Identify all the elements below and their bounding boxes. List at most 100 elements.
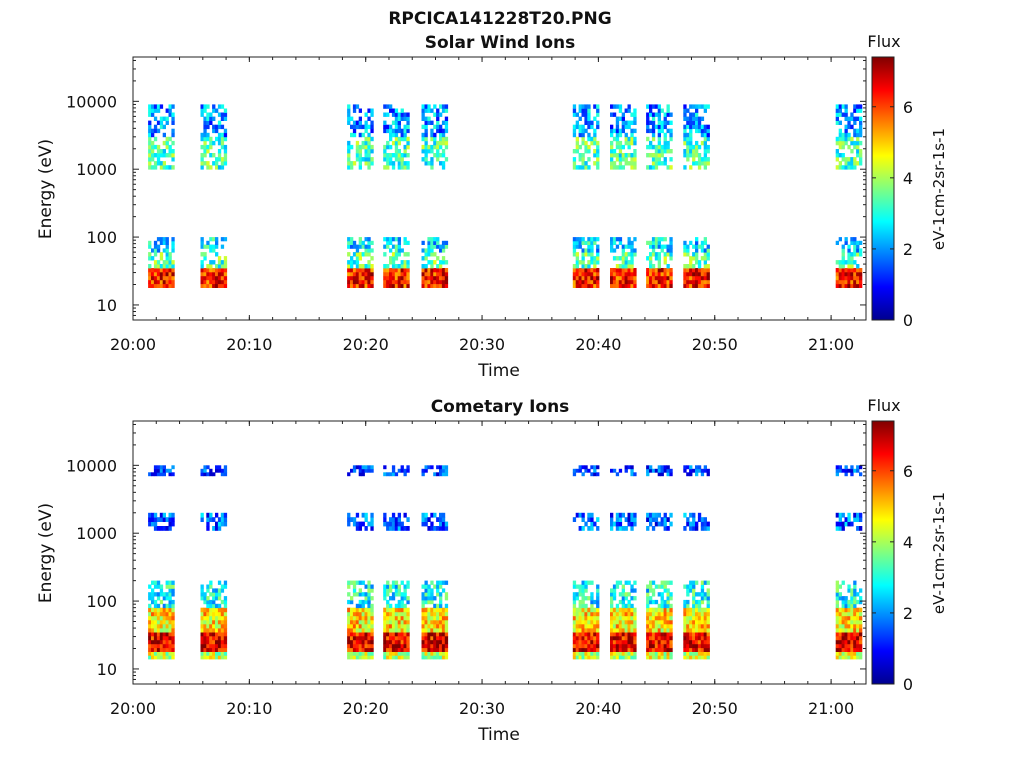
heatmap-cell bbox=[584, 521, 588, 527]
heatmap-cell bbox=[649, 468, 653, 473]
heatmap-cell bbox=[630, 132, 634, 138]
heatmap-cell bbox=[220, 599, 225, 605]
heatmap-cell bbox=[596, 639, 600, 645]
heatmap-cell bbox=[427, 108, 431, 113]
heatmap-cell bbox=[389, 260, 393, 265]
heatmap-cell bbox=[209, 165, 213, 170]
heatmap-cell bbox=[217, 256, 222, 261]
heatmap-cell bbox=[593, 237, 597, 242]
heatmap-cell bbox=[590, 237, 594, 242]
heatmap-cell bbox=[439, 132, 443, 138]
heatmap-cell bbox=[689, 275, 693, 281]
heatmap-cell bbox=[200, 655, 204, 660]
heatmap-cell bbox=[383, 465, 387, 470]
heatmap-cell bbox=[689, 112, 693, 117]
heatmap-cell bbox=[358, 144, 362, 150]
heatmap-cell bbox=[430, 237, 434, 242]
heatmap-cell bbox=[148, 275, 152, 281]
heatmap-cell bbox=[844, 517, 848, 522]
heatmap-cell bbox=[165, 628, 169, 633]
heatmap-cell bbox=[853, 639, 857, 645]
heatmap-cell bbox=[703, 165, 707, 170]
heatmap-cell bbox=[700, 643, 705, 649]
heatmap-cell bbox=[596, 643, 600, 649]
heatmap-cell bbox=[400, 283, 404, 288]
heatmap-cell bbox=[633, 165, 637, 170]
heatmap-cell bbox=[859, 615, 863, 621]
heatmap-cell bbox=[430, 248, 434, 253]
heatmap-cell bbox=[165, 517, 169, 522]
heatmap-cell bbox=[439, 599, 443, 605]
heatmap-cell bbox=[700, 275, 705, 281]
heatmap-cell bbox=[651, 580, 656, 585]
heatmap-cell bbox=[441, 472, 446, 477]
heatmap-cell bbox=[835, 283, 839, 288]
heatmap-cell bbox=[203, 632, 207, 637]
heatmap-cell bbox=[153, 275, 158, 281]
heatmap-cell bbox=[209, 619, 213, 625]
heatmap-cell bbox=[593, 521, 597, 527]
heatmap-cell bbox=[209, 472, 213, 477]
heatmap-cell bbox=[203, 132, 207, 138]
heatmap-cell bbox=[439, 161, 443, 166]
heatmap-cell bbox=[587, 252, 591, 257]
heatmap-cell bbox=[695, 271, 699, 277]
heatmap-cell bbox=[660, 128, 664, 134]
heatmap-cell bbox=[627, 271, 631, 277]
heatmap-cell bbox=[581, 596, 585, 601]
heatmap-cell bbox=[394, 153, 399, 158]
heatmap-cell bbox=[391, 655, 396, 660]
heatmap-cell bbox=[587, 279, 591, 285]
heatmap-cell bbox=[156, 639, 161, 645]
heatmap-cell bbox=[630, 643, 634, 649]
heatmap-cell bbox=[627, 615, 631, 621]
heatmap-cell bbox=[859, 268, 863, 273]
heatmap-cell bbox=[697, 655, 702, 660]
heatmap-cell bbox=[203, 128, 207, 134]
heatmap-cell bbox=[660, 619, 664, 625]
heatmap-cell bbox=[689, 632, 693, 637]
heatmap-cell bbox=[361, 607, 365, 613]
heatmap-cell bbox=[215, 607, 219, 613]
heatmap-cell bbox=[397, 237, 401, 242]
heatmap-cell bbox=[683, 132, 687, 138]
heatmap-cell bbox=[703, 240, 707, 245]
heatmap-cell bbox=[853, 128, 857, 134]
heatmap-cell bbox=[361, 132, 365, 138]
heatmap-cell bbox=[703, 237, 707, 242]
heatmap-cell bbox=[370, 149, 374, 154]
heatmap-cell bbox=[706, 244, 710, 249]
heatmap-cell bbox=[649, 623, 653, 629]
heatmap-cell bbox=[444, 632, 449, 637]
heatmap-cell bbox=[217, 615, 222, 621]
heatmap-cell bbox=[361, 240, 365, 245]
heatmap-cell bbox=[612, 104, 617, 109]
heatmap-cell bbox=[364, 275, 368, 281]
heatmap-cell bbox=[618, 116, 623, 121]
heatmap-cell bbox=[394, 628, 399, 633]
heatmap-cell bbox=[168, 149, 172, 154]
heatmap-cell bbox=[383, 592, 387, 597]
heatmap-cell bbox=[403, 283, 407, 288]
heatmap-cell bbox=[627, 264, 631, 269]
heatmap-cell bbox=[596, 149, 600, 154]
heatmap-cell bbox=[838, 260, 842, 265]
heatmap-cell bbox=[406, 128, 410, 134]
heatmap-cell bbox=[581, 108, 585, 113]
heatmap-cell bbox=[386, 521, 390, 527]
heatmap-cell bbox=[618, 149, 623, 154]
heatmap-cell bbox=[859, 252, 863, 257]
heatmap-cell bbox=[436, 157, 440, 162]
heatmap-cell bbox=[421, 157, 425, 162]
heatmap-cell bbox=[587, 157, 591, 162]
heatmap-cell bbox=[572, 161, 577, 166]
heatmap-cell bbox=[646, 116, 650, 121]
heatmap-cell bbox=[706, 132, 710, 138]
heatmap-cell bbox=[361, 592, 365, 597]
heatmap-cell bbox=[697, 517, 702, 522]
heatmap-cell bbox=[697, 271, 702, 277]
heatmap-cell bbox=[352, 647, 357, 652]
heatmap-cell bbox=[850, 256, 854, 261]
heatmap-cell bbox=[403, 144, 407, 150]
heatmap-cell bbox=[853, 588, 857, 593]
